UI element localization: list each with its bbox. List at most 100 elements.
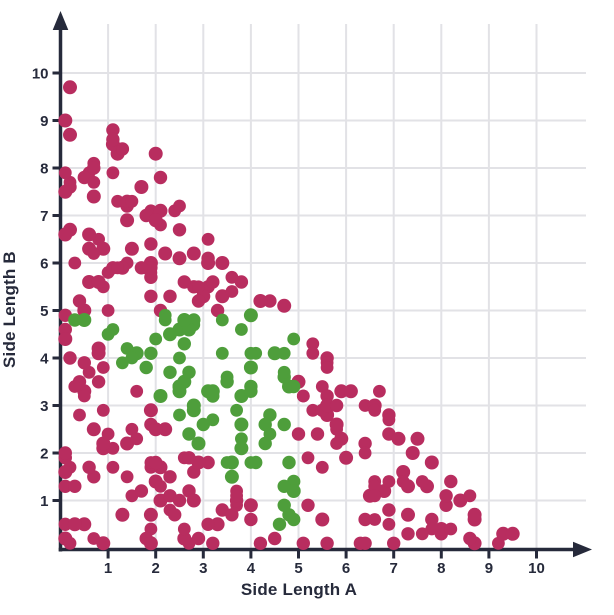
crimson-point xyxy=(148,213,163,228)
crimson-point xyxy=(86,189,101,204)
tick-label: 4 xyxy=(40,351,49,368)
crimson-point xyxy=(343,384,358,399)
green-point xyxy=(125,351,139,365)
crimson-point xyxy=(91,375,106,389)
tick-label: 7 xyxy=(390,560,398,577)
green-point xyxy=(173,408,186,422)
crimson-point xyxy=(401,479,415,494)
crimson-point xyxy=(368,479,382,493)
crimson-point xyxy=(234,275,249,289)
crimson-point xyxy=(201,256,216,270)
crimson-point xyxy=(439,489,453,503)
crimson-point xyxy=(405,446,420,460)
green-point xyxy=(244,384,258,398)
green-point xyxy=(177,313,192,327)
green-point xyxy=(173,351,186,365)
crimson-point xyxy=(210,517,225,532)
crimson-point xyxy=(191,294,206,308)
tick-label: 4 xyxy=(247,560,256,577)
crimson-point xyxy=(106,166,120,180)
crimson-point xyxy=(58,322,72,337)
crimson-point xyxy=(401,527,415,541)
green-point xyxy=(287,379,301,394)
green-point xyxy=(177,337,191,351)
green-point xyxy=(172,384,187,399)
tick-label: 9 xyxy=(40,113,48,130)
crimson-point xyxy=(143,403,158,418)
crimson-point xyxy=(192,280,205,294)
crimson-point xyxy=(463,489,477,503)
crimson-point xyxy=(106,460,120,474)
crimson-point xyxy=(201,455,215,470)
crimson-point xyxy=(158,246,173,261)
crimson-point xyxy=(434,522,449,536)
crimson-point xyxy=(63,80,77,95)
crimson-point xyxy=(444,474,458,489)
crimson-point xyxy=(444,522,458,536)
tick-label: 8 xyxy=(40,161,48,178)
crimson-point xyxy=(115,507,130,522)
tick-label: 10 xyxy=(528,560,545,577)
crimson-point xyxy=(296,536,310,550)
crimson-point xyxy=(329,398,344,413)
crimson-point xyxy=(116,142,129,156)
green-point xyxy=(139,360,153,375)
tick-label: 1 xyxy=(104,560,112,577)
crimson-point xyxy=(244,512,258,527)
crimson-point xyxy=(358,536,372,550)
crimson-point xyxy=(125,422,139,436)
crimson-point xyxy=(358,399,372,412)
crimson-point xyxy=(130,432,144,446)
crimson-point xyxy=(177,275,191,289)
crimson-point xyxy=(144,261,158,275)
crimson-point xyxy=(172,493,187,508)
green-point xyxy=(191,436,206,451)
green-point xyxy=(244,346,258,360)
crimson-point xyxy=(101,304,115,317)
crimson-point xyxy=(144,289,158,303)
crimson-point xyxy=(358,446,372,460)
crimson-point xyxy=(96,403,110,417)
crimson-point xyxy=(373,384,386,398)
crimson-point xyxy=(101,427,115,441)
crimson-point xyxy=(243,498,258,513)
crimson-point xyxy=(263,294,277,308)
crimson-point xyxy=(310,427,325,441)
crimson-point xyxy=(148,146,163,161)
crimson-point xyxy=(125,194,139,208)
crimson-point xyxy=(68,380,82,393)
crimson-point xyxy=(63,127,77,142)
green-point xyxy=(158,313,172,327)
crimson-point xyxy=(186,493,201,508)
crimson-point xyxy=(111,194,124,208)
green-point xyxy=(153,389,168,403)
green-point xyxy=(277,498,291,512)
crimson-point xyxy=(334,384,349,399)
crimson-point xyxy=(58,446,72,460)
crimson-point xyxy=(91,341,106,356)
green-point xyxy=(206,413,220,427)
green-point xyxy=(77,313,92,327)
crimson-point xyxy=(87,532,101,545)
crimson-point xyxy=(225,285,239,298)
crimson-point xyxy=(230,489,244,503)
green-point xyxy=(215,346,229,360)
crimson-point xyxy=(73,408,86,422)
crimson-point xyxy=(186,246,201,261)
green-point xyxy=(149,332,163,346)
crimson-point xyxy=(58,465,73,479)
crimson-point xyxy=(206,536,220,550)
green-point xyxy=(263,427,277,441)
crimson-point xyxy=(58,113,73,128)
crimson-point xyxy=(124,241,139,256)
crimson-point xyxy=(201,517,215,531)
crimson-point xyxy=(358,512,372,527)
crimson-point xyxy=(72,294,87,308)
green-point xyxy=(277,417,291,432)
crimson-point xyxy=(106,123,120,137)
crimson-point xyxy=(58,517,72,531)
tick-label: 3 xyxy=(199,560,207,577)
crimson-point xyxy=(77,389,91,403)
crimson-point xyxy=(68,256,82,270)
